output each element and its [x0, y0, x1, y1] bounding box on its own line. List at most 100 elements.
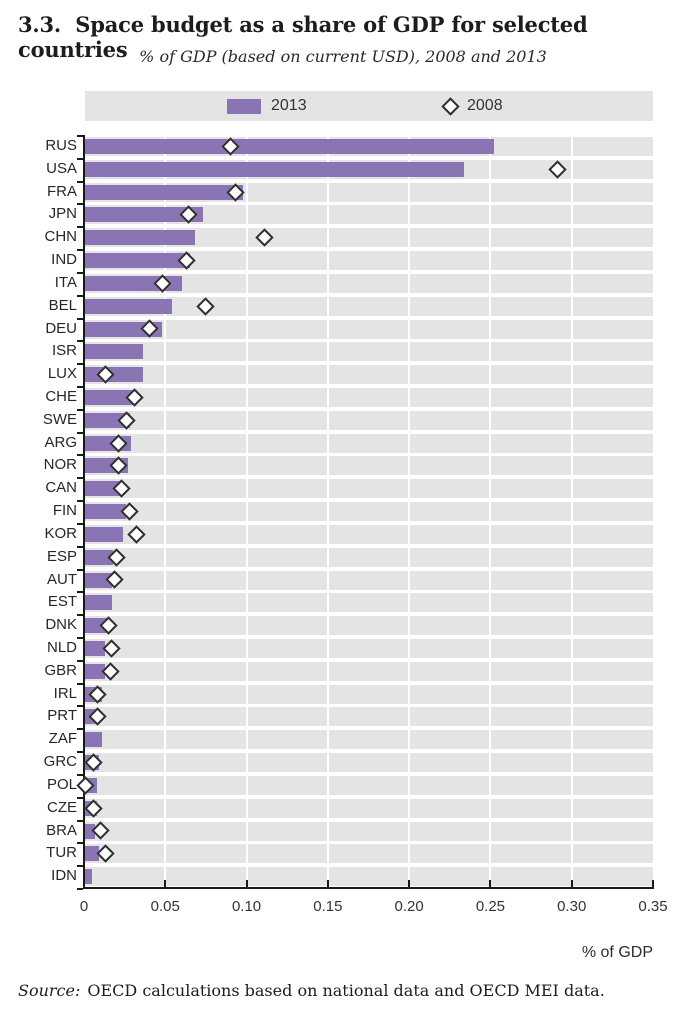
country-label: GBR — [44, 661, 77, 679]
y-axis-tick — [77, 773, 83, 776]
country-label: NOR — [43, 456, 77, 474]
y-axis-tick — [77, 180, 83, 183]
figure-subtitle: % of GDP (based on current USD), 2008 an… — [139, 47, 547, 66]
country-label: BRA — [46, 821, 77, 839]
figure-title: 3.3. Space budget as a share of GDP for … — [18, 12, 595, 62]
y-axis-tick — [77, 614, 83, 617]
x-axis-tick-label: 0.10 — [231, 898, 262, 915]
country-label: CZE — [47, 798, 77, 816]
legend: 2013 2008 — [85, 91, 653, 121]
chart-row-est: EST — [0, 591, 686, 614]
country-label: CAN — [45, 479, 77, 497]
country-label: DEU — [45, 319, 77, 337]
y-axis-tick — [77, 842, 83, 845]
y-axis-tick — [77, 226, 83, 229]
row-band — [85, 388, 653, 407]
chart-row-zaf: ZAF — [0, 728, 686, 751]
x-axis-tick — [164, 880, 167, 887]
y-axis-tick — [77, 477, 83, 480]
chart-row-gbr: GBR — [0, 660, 686, 683]
bar-2013 — [85, 504, 127, 520]
gridline — [408, 135, 411, 888]
chart-row-pol: POL — [0, 774, 686, 797]
x-axis-tick — [245, 880, 248, 887]
bar-2013 — [85, 869, 93, 885]
y-axis-tick — [77, 637, 83, 639]
x-axis-tick-label: 0 — [79, 898, 89, 915]
y-axis-tick — [77, 888, 83, 890]
bar-2013 — [85, 641, 106, 656]
chart-row-esp: ESP — [0, 546, 686, 569]
chart-row-grc: GRC — [0, 751, 686, 774]
x-axis-tick — [570, 880, 573, 887]
chart-row-aut: AUT — [0, 569, 686, 592]
y-axis-tick — [77, 317, 83, 320]
row-band — [85, 319, 653, 339]
bar-2013 — [85, 161, 465, 177]
gridline — [245, 135, 248, 888]
row-band — [85, 479, 653, 499]
x-axis-tick — [652, 880, 654, 887]
row-band — [85, 593, 653, 613]
y-axis-line — [83, 135, 85, 889]
bar-2013 — [85, 823, 96, 839]
chart-row-kor: KOR — [0, 523, 686, 546]
legend-label-2008: 2008 — [467, 97, 503, 114]
bar-2013 — [85, 390, 133, 405]
chart-row-irl: IRL — [0, 683, 686, 706]
bar-2013 — [85, 184, 244, 200]
chart-row-swe: SWE — [0, 409, 686, 432]
row-band — [85, 775, 653, 795]
gridline — [326, 135, 329, 888]
country-label: IDN — [51, 867, 77, 885]
row-band — [85, 661, 653, 681]
y-axis-tick — [77, 865, 83, 868]
y-axis-tick — [77, 157, 83, 160]
bar-2013 — [85, 526, 124, 542]
row-band — [85, 296, 653, 316]
country-label: POL — [46, 775, 77, 793]
chart-row-isr: ISR — [0, 340, 686, 363]
country-label: IND — [51, 251, 77, 269]
chart-row-usa: USA — [0, 158, 686, 181]
y-axis-tick — [77, 454, 83, 457]
chart-row-idn: IDN — [0, 865, 686, 888]
country-label: EST — [47, 593, 77, 611]
bar-2013 — [85, 412, 130, 428]
country-label: BEL — [48, 296, 77, 314]
y-axis-tick — [77, 751, 83, 754]
y-axis-tick — [77, 431, 83, 434]
legend-label-2013: 2013 — [271, 97, 307, 114]
country-label: ESP — [46, 547, 77, 565]
row-band — [85, 251, 653, 271]
y-axis-tick — [77, 728, 83, 731]
country-label: CHE — [45, 388, 77, 405]
chart-row-nor: NOR — [0, 454, 686, 477]
bar-2013 — [85, 663, 106, 679]
y-axis-tick — [77, 705, 83, 708]
y-axis-tick — [77, 386, 83, 388]
y-axis-tick — [77, 545, 83, 548]
chart-row-can: CAN — [0, 477, 686, 500]
y-axis-tick — [77, 271, 83, 274]
country-label: ZAF — [48, 730, 77, 748]
x-axis-tick — [326, 880, 329, 887]
y-axis-tick — [77, 408, 83, 411]
row-band — [85, 365, 653, 385]
plot-area: RUS USA FRA JPN CHN IND ITA BEL DEU ISR LUX CHE SWE A… — [0, 135, 686, 890]
bar-2013 — [85, 732, 102, 748]
country-label: FIN — [52, 502, 77, 520]
row-band — [85, 707, 653, 727]
source-note: Source: OECD calculations based on nation… — [18, 981, 678, 1000]
row-band — [85, 502, 653, 522]
chart-row-deu: DEU — [0, 318, 686, 341]
y-axis-tick — [77, 819, 83, 822]
country-label: PRT — [47, 707, 77, 725]
country-label: ITA — [54, 273, 77, 291]
source-text: OECD calculations based on national data… — [87, 981, 605, 1000]
chart-row-cze: CZE — [0, 797, 686, 820]
chart-row-ind: IND — [0, 249, 686, 272]
y-axis-tick — [77, 568, 83, 571]
row-band — [85, 205, 653, 225]
